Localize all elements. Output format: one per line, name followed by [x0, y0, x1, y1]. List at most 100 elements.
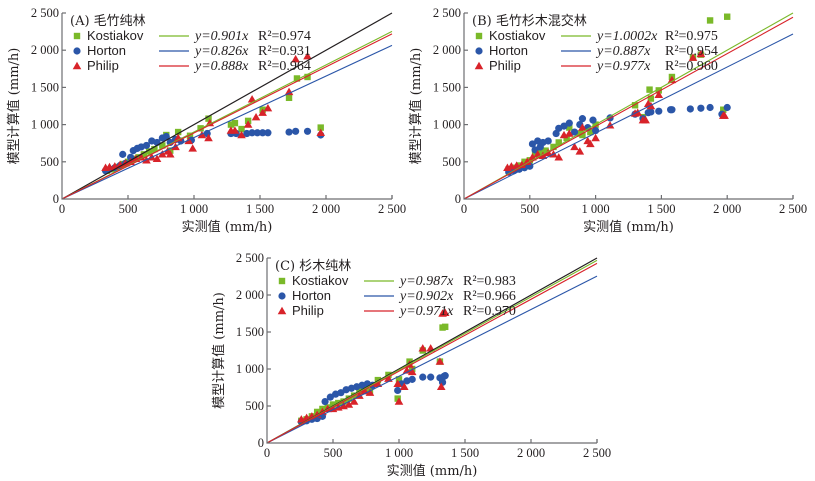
kostiakov-fit-line — [463, 12, 794, 200]
horton-point — [264, 129, 272, 137]
philip-point — [349, 397, 359, 405]
x-tick-label: 2 500 — [378, 202, 406, 216]
kostiakov-point — [550, 143, 557, 151]
y-tick-label: 1 000 — [236, 362, 264, 376]
kostiakov-point — [395, 376, 403, 383]
x-tick-label: 2 000 — [517, 446, 545, 460]
horton-point — [441, 372, 449, 380]
philip-point — [197, 130, 207, 139]
philip-point — [575, 147, 585, 155]
kostiakov-point — [531, 151, 539, 158]
horton-point — [292, 127, 300, 135]
horton-point — [578, 115, 587, 123]
philip-point — [591, 133, 600, 142]
identity-line — [61, 12, 393, 200]
legend-kostiakov-equation: y=0.901x — [193, 29, 249, 44]
horton-fit-line — [463, 33, 794, 200]
philip-point — [402, 366, 412, 374]
panel-b: 0 500 1 000 1 500 2 000 2 500 0 500 1 000 1 500 2 … — [408, 6, 807, 235]
x-tick-label: 0 — [461, 202, 467, 216]
y-tick-label: 500 — [245, 399, 264, 413]
x-tick-label: 2 000 — [713, 202, 741, 216]
legend-kostiakov-marker — [475, 32, 483, 40]
legend-kostiakov-r2: R²=0.975 — [665, 29, 718, 44]
horton-point — [544, 137, 552, 145]
series-horton-points — [505, 103, 731, 176]
philip-fit-line — [266, 262, 598, 444]
philip-point — [303, 51, 312, 60]
legend-philip-marker — [474, 61, 484, 70]
panel-title: (C) 杉木纯林 — [275, 259, 351, 274]
horton-point — [259, 129, 267, 137]
horton-point — [408, 375, 416, 383]
legend-philip-r2: R²=0.960 — [665, 59, 718, 74]
y-tick-label: 2 500 — [236, 251, 264, 265]
philip-point — [344, 400, 354, 408]
philip-point — [436, 382, 446, 390]
horton-point — [647, 108, 655, 116]
legend-horton-r2: R²=0.966 — [463, 289, 516, 304]
philip-point — [641, 115, 650, 124]
x-tick-label: 500 — [324, 446, 343, 460]
legend-philip-equation: y=0.971x — [398, 304, 454, 319]
series-kostiakov-points — [298, 323, 449, 424]
philip-fit-line — [463, 16, 794, 200]
horton-point — [162, 132, 170, 141]
panel-title: (A) 毛竹纯林 — [70, 14, 146, 29]
y-tick-label: 2 500 — [433, 6, 461, 20]
legend-kostiakov-marker — [278, 277, 286, 285]
x-tick-label: 1 500 — [451, 446, 479, 460]
legend-philip-label: Philip — [489, 58, 521, 73]
philip-point — [564, 129, 574, 137]
legend: Kostiakov y=0.987x R²=0.983 Horton y=0.902x R… — [277, 273, 516, 319]
kostiakov-point — [542, 147, 549, 154]
kostiakov-point — [159, 142, 166, 149]
horton-point — [253, 129, 261, 137]
series-horton-points — [101, 127, 325, 175]
philip-point — [667, 75, 677, 84]
legend-philip-marker — [277, 306, 287, 315]
x-tick-label: 1 500 — [246, 202, 274, 216]
horton-point — [706, 103, 714, 112]
x-tick-label: 2 500 — [583, 446, 611, 460]
kostiakov-point — [304, 73, 311, 81]
philip-point — [570, 142, 579, 151]
horton-point — [419, 373, 427, 381]
horton-point — [528, 140, 537, 148]
kostiakov-point — [647, 95, 655, 102]
horton-fit-line — [266, 275, 598, 444]
horton-point — [589, 116, 597, 124]
philip-point — [188, 144, 197, 152]
y-tick-label: 500 — [40, 155, 59, 169]
philip-point — [373, 379, 383, 387]
horton-point — [560, 122, 568, 130]
x-axis-title: 实测值 (mm/h) — [182, 219, 273, 235]
horton-point — [655, 107, 663, 115]
y-axis-title: 模型计算值 (mm/h) — [408, 48, 424, 165]
kostiakov-point — [285, 94, 293, 102]
kostiakov-point — [631, 102, 639, 109]
x-tick-label: 1 000 — [582, 202, 610, 216]
axes — [266, 258, 597, 444]
legend-horton-r2: R²=0.954 — [665, 44, 718, 59]
y-axis-title: 模型计算值 (mm/h) — [6, 48, 22, 165]
philip-point — [393, 379, 402, 387]
philip-point — [230, 126, 240, 134]
y-tick-label: 1 000 — [31, 118, 59, 132]
x-tick-label: 2 000 — [312, 202, 340, 216]
philip-point — [440, 308, 450, 316]
legend-horton-label: Horton — [87, 43, 126, 58]
kostiakov-point — [579, 131, 586, 139]
y-tick-label: 0 — [53, 192, 59, 206]
y-tick-label: 2 500 — [31, 6, 59, 20]
philip-point — [243, 120, 253, 128]
philip-point — [654, 90, 664, 99]
legend-kostiakov-marker — [73, 32, 81, 40]
axes — [463, 13, 793, 200]
legend-horton-marker — [278, 292, 286, 300]
legend-kostiakov-equation: y=1.0002x — [595, 29, 658, 44]
legend: Kostiakov y=0.901x R²=0.974 Horton y=0.826x R… — [72, 28, 311, 74]
kostiakov-point — [145, 148, 153, 155]
kostiakov-point — [151, 145, 158, 153]
kostiakov-point — [646, 86, 653, 93]
